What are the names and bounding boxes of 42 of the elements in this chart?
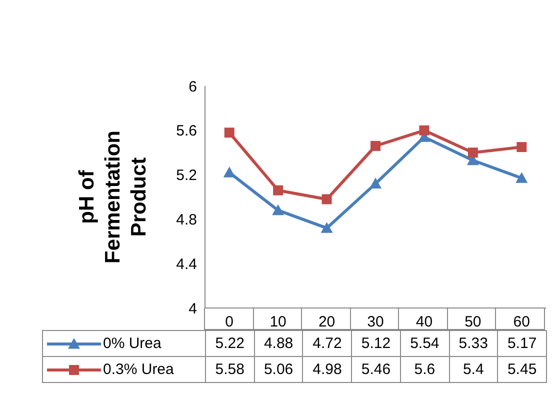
data-label: 4.72 <box>302 330 352 356</box>
y-tick-label: 4.8 <box>176 212 197 229</box>
point <box>322 194 332 204</box>
point <box>370 140 380 151</box>
x-tick-label: 20 <box>318 314 336 331</box>
x-tick-label: 40 <box>416 314 433 331</box>
data-label: 5.6 <box>400 356 450 382</box>
y-tick-label: 4 <box>188 300 197 318</box>
data-label: 5.45 <box>498 356 546 382</box>
data-label: 5.33 <box>449 330 498 356</box>
data-label: 4.88 <box>254 330 303 356</box>
point <box>273 185 284 196</box>
point <box>272 204 284 216</box>
x-tick-label: 50 <box>464 314 482 331</box>
legend-label: 0% Urea <box>103 335 162 352</box>
data-label: 5.06 <box>254 356 303 382</box>
legend-label: 0.3% Urea <box>103 361 174 378</box>
y-tick-label: 4.4 <box>176 256 197 273</box>
point <box>419 125 430 136</box>
y-tick-label: 6 <box>188 78 197 96</box>
data-label: 5.4 <box>449 356 498 382</box>
y-tick-label: 5.6 <box>176 122 197 140</box>
data-label: 5.12 <box>352 330 400 356</box>
x-tick-label: 30 <box>367 314 384 331</box>
data-label: 4.98 <box>302 356 352 382</box>
point <box>320 222 333 233</box>
point <box>516 142 527 152</box>
x-tick-label: 10 <box>270 314 286 331</box>
point <box>370 178 382 188</box>
point <box>223 166 236 178</box>
point <box>468 148 478 158</box>
data-label: 5.46 <box>352 356 400 382</box>
point <box>516 172 528 183</box>
point <box>224 128 234 138</box>
y-tick-label: 5.2 <box>176 167 197 184</box>
data-label: 5.17 <box>498 330 546 356</box>
x-tick-label: 60 <box>513 314 530 331</box>
data-label: 5.54 <box>400 330 450 356</box>
x-tick-label: 0 <box>225 314 234 331</box>
data-label: 5.58 <box>206 356 254 382</box>
y-axis-title: pH of Fermentation Product <box>74 130 151 264</box>
data-label: 5.22 <box>206 330 254 356</box>
